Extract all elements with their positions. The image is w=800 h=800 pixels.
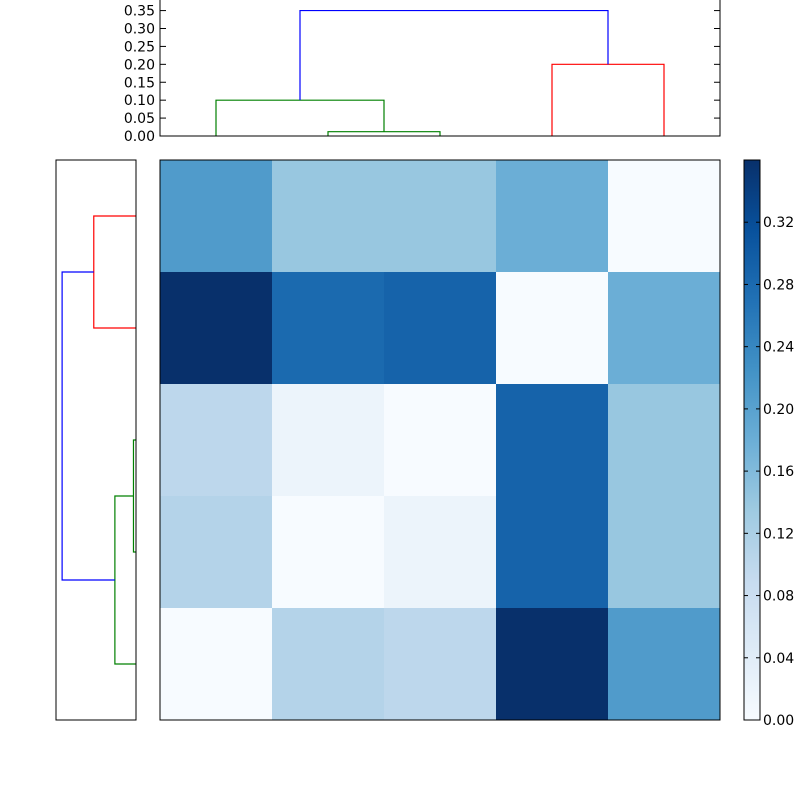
heatmap-cell <box>384 384 497 497</box>
heatmap-cell <box>384 272 497 385</box>
heatmap-cells <box>160 160 721 721</box>
colorbar: 0.00 0.04 0.08 0.12 0.16 0.20 0.24 0.28 0.32 <box>743 159 794 729</box>
colorbar-ticks: 0.00 0.04 0.08 0.12 0.16 0.20 0.24 0.28 0.32 <box>744 215 794 729</box>
left-dendrogram-frame <box>55 159 137 721</box>
colorbar-tick-label: 0.04 <box>763 651 794 667</box>
colorbar-tick-label: 0.24 <box>763 340 794 356</box>
heatmap-cell <box>384 608 497 721</box>
colorbar-tick-label: 0.08 <box>763 589 794 605</box>
heatmap-cell <box>272 272 385 385</box>
heatmap-cell <box>272 608 385 721</box>
heatmap <box>159 159 721 721</box>
heatmap-cell <box>496 608 609 721</box>
top-y-tick-label: 0.00 <box>124 129 155 145</box>
left-dendrogram-link <box>93 215 136 329</box>
top-dendrogram-link <box>551 63 665 136</box>
colorbar-tick-label: 0.00 <box>763 713 794 729</box>
heatmap-cell <box>608 160 721 273</box>
heatmap-cell <box>272 160 385 273</box>
colorbar-frame <box>743 159 761 721</box>
top-y-tick-label: 0.35 <box>124 4 155 20</box>
top-y-tick-label: 0.05 <box>124 111 155 127</box>
colorbar-tick-label: 0.32 <box>763 215 794 231</box>
heatmap-cell <box>496 496 609 609</box>
top-y-tick-label: 0.10 <box>124 93 155 109</box>
colorbar-tick-label: 0.28 <box>763 277 794 293</box>
colorbar-tick-label: 0.12 <box>763 526 794 542</box>
top-y-tick-label: 0.20 <box>124 57 155 73</box>
heatmap-cell <box>608 384 721 497</box>
heatmap-cell <box>160 160 273 273</box>
heatmap-cell <box>496 272 609 385</box>
top-dendrogram-frame <box>159 0 721 137</box>
heatmap-cell <box>272 496 385 609</box>
left-dendrogram-link <box>114 495 136 665</box>
heatmap-cell <box>384 160 497 273</box>
top-dendrogram-link <box>215 99 385 136</box>
left-dendrogram <box>55 159 137 721</box>
heatmap-cell <box>160 272 273 385</box>
heatmap-cell <box>160 608 273 721</box>
heatmap-cell <box>160 496 273 609</box>
top-y-tick-label: 0.30 <box>124 22 155 38</box>
top-dendrogram-link <box>299 9 609 101</box>
colorbar-tick-label: 0.20 <box>763 402 794 418</box>
heatmap-cell <box>608 608 721 721</box>
top-dendrogram-y-axis: 0.00 0.05 0.10 0.15 0.20 0.250.30 0.35 <box>124 4 720 145</box>
colorbar-tick-label: 0.16 <box>763 464 794 480</box>
heatmap-frame <box>159 159 721 721</box>
left-dendrogram-links <box>61 215 136 665</box>
top-y-tick-label: 0.25 <box>124 39 155 55</box>
heatmap-cell <box>384 496 497 609</box>
heatmap-cell <box>496 384 609 497</box>
colorbar-gradient <box>744 160 760 720</box>
heatmap-cell <box>608 496 721 609</box>
top-y-tick-label: 0.15 <box>124 75 155 91</box>
heatmap-cell <box>272 384 385 497</box>
left-dendrogram-link <box>132 439 136 553</box>
left-dendrogram-link <box>61 271 115 581</box>
heatmap-cell <box>608 272 721 385</box>
top-dendrogram: 0.00 0.05 0.10 0.15 0.20 0.250.30 0.35 <box>124 0 721 145</box>
top-dendrogram-link <box>327 131 441 136</box>
heatmap-cell <box>496 160 609 273</box>
top-dendrogram-links <box>215 9 665 136</box>
heatmap-cell <box>160 384 273 497</box>
